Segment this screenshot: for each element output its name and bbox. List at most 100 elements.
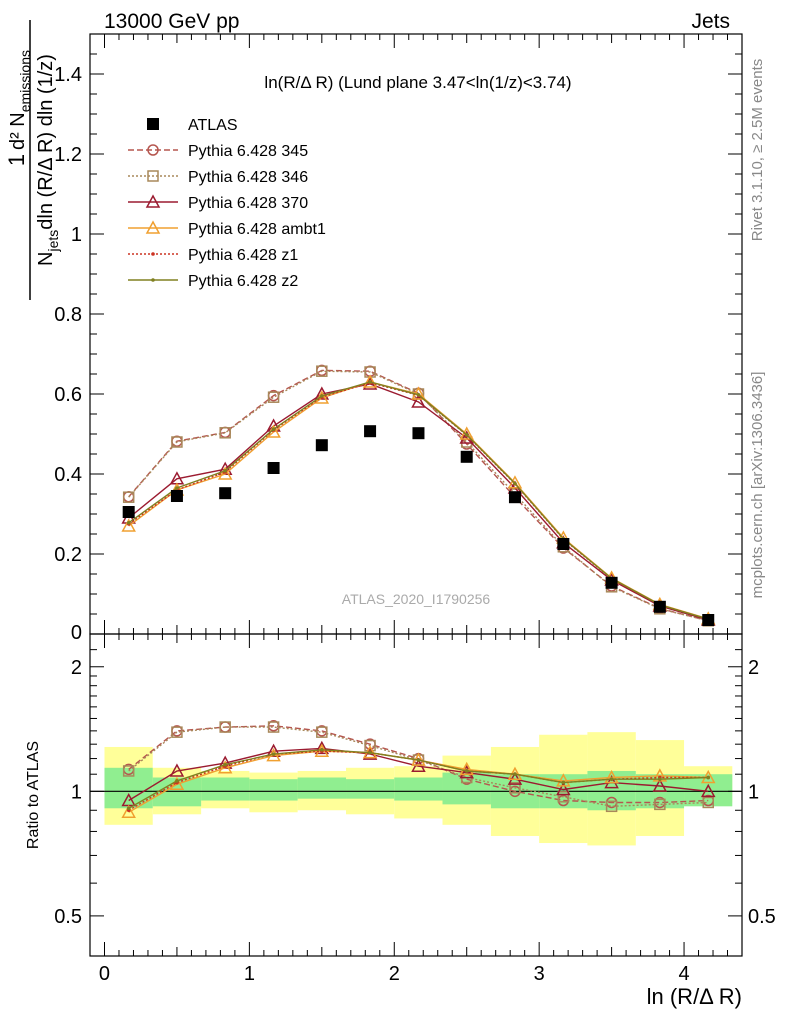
main-series-6-point (513, 481, 517, 486)
main-series-6-point (175, 486, 179, 490)
main-series-4-point (121, 518, 136, 532)
main-series-data-point (557, 538, 570, 550)
main-y-axis-label: 1 d² Nemissions Njetsdln (R/Δ R) dln (1/… (4, 20, 61, 300)
band-inner-bin (249, 779, 298, 801)
analysis-watermark: ATLAS_2020_I1790256 (342, 591, 491, 607)
main-series-2-point (267, 391, 280, 403)
main-y-tick-label: 0.4 (54, 464, 82, 486)
process-label: Jets (691, 10, 730, 33)
ratio-series-6-point (658, 777, 662, 781)
main-y-tick-label: 1 (71, 224, 82, 246)
main-series-4-point (362, 374, 378, 388)
main-series-2-point (219, 427, 231, 439)
ratio-series-2-point (171, 726, 183, 738)
main-series-6-line (128, 381, 709, 620)
main-series-4-point (507, 475, 523, 489)
legend-marker (151, 278, 155, 282)
main-y-tick-label: 0.8 (54, 304, 82, 326)
main-series-2-point (122, 491, 135, 503)
ratio-y-tick-label: 1 (71, 781, 82, 803)
main-y-tick-label: 1.4 (54, 64, 82, 86)
band-inner-bin (297, 777, 347, 799)
ratio-series-6-point (175, 779, 179, 783)
ratio-y-tick-label: 0.5 (54, 906, 82, 928)
main-y-tick-label: 0 (71, 622, 82, 644)
ratio-frame (89, 633, 743, 957)
ratio-series-2-point (267, 721, 280, 733)
ratio-y-tick-label: 1 (748, 781, 759, 803)
ratio-y-tick-label: 2 (71, 657, 82, 679)
legend-label: Pythia 6.428 ambt1 (188, 221, 326, 238)
main-series-data-point (605, 576, 618, 589)
x-axis-label: ln (R/Δ R) (647, 984, 742, 1009)
main-y-tick-label: 0.6 (54, 384, 82, 406)
ratio-panel (90, 720, 742, 846)
main-series-data-point (508, 491, 521, 504)
legend: ATLAS Pythia 6.428 345 Pythia 6.428 346 Pyt… (128, 117, 326, 290)
legend-label: Pythia 6.428 z1 (188, 247, 298, 264)
legend-marker (147, 118, 159, 130)
main-series-data-point (267, 462, 280, 474)
main-series-data-point (364, 425, 377, 438)
x-tick-label: 2 (389, 963, 400, 985)
ratio-series-3-point (556, 781, 571, 796)
main-series-3-point (411, 394, 426, 408)
main-series-4-point (217, 466, 233, 480)
legend-label: Pythia 6.428 345 (188, 143, 308, 160)
band-inner-bin (201, 777, 250, 801)
main-y-tick-label: 1.2 (54, 144, 82, 166)
ratio-series-2-point (364, 739, 376, 752)
main-series-6-point (223, 469, 227, 473)
ratio-series-2-point (702, 796, 714, 809)
legend-label: Pythia 6.428 z2 (188, 273, 298, 290)
axes: 0 1 2 3 4 0.2 0.4 0.6 0.8 1 1.2 1.4 0 0.5 0.5 1 1 2 2 (54, 33, 776, 985)
ratio-series-3-point (314, 740, 330, 755)
main-series-6-point (416, 393, 421, 397)
x-tick-label: 4 (678, 963, 689, 985)
ratio-series-2-point (219, 721, 231, 733)
ratio-series-6-point (706, 775, 711, 780)
ratio-series-2-point (509, 782, 521, 794)
ratio-series-4-point (459, 761, 474, 776)
main-panel (121, 364, 716, 627)
ratio-y-tick-label: 0.5 (748, 906, 776, 928)
main-series-3-line (128, 383, 709, 621)
legend-label: Pythia 6.428 370 (188, 195, 308, 212)
ratio-series-2-point (557, 791, 570, 803)
ratio-series-3-point (169, 763, 185, 777)
legend-label: ATLAS (188, 117, 238, 134)
svg-text:1: 1 (4, 154, 29, 166)
main-series-data-point (219, 487, 232, 500)
ratio-series-6-point (416, 758, 421, 762)
main-series-6-point (126, 521, 131, 525)
ratio-series-6-point (609, 777, 614, 781)
ratio-y-axis-label: Ratio to ATLAS (25, 741, 42, 849)
legend-label: Pythia 6.428 346 (188, 169, 308, 186)
energy-label: 13000 GeV pp (104, 10, 239, 33)
chart-title: ln(R/Δ R) (Lund plane 3.47<ln(1/z)<3.74) (264, 73, 571, 92)
main-series-2-point (171, 436, 183, 448)
x-tick-label: 1 (244, 963, 255, 985)
ratio-series-6-point (223, 762, 227, 767)
ratio-series-6-point (271, 752, 276, 756)
main-series-data-point (122, 506, 135, 518)
ratio-series-2-point (122, 765, 135, 777)
main-series-data-point (653, 600, 666, 613)
ratio-series-3-point (700, 783, 716, 798)
svg-text:Njetsdln (R/Δ R) dln (1/z): Njetsdln (R/Δ R) dln (1/z) (35, 54, 61, 266)
main-series-2-point (316, 365, 328, 377)
ratio-series-6-point (513, 772, 517, 777)
svg-text:d² Nemissions: d² Nemissions (7, 50, 33, 150)
ratio-series-4-point (556, 773, 571, 787)
ratio-series-4-point (217, 760, 233, 774)
ratio-series-3-point (652, 778, 668, 792)
ratio-series-6-point (368, 750, 372, 755)
ratio-y-tick-label: 2 (748, 657, 759, 679)
main-series-6-point (368, 380, 372, 384)
main-series-6-point (320, 394, 324, 398)
main-series-data-point (702, 614, 715, 626)
main-series-6-point (271, 427, 276, 432)
band-inner-bin (394, 777, 443, 801)
ratio-series-2-point (605, 800, 618, 813)
